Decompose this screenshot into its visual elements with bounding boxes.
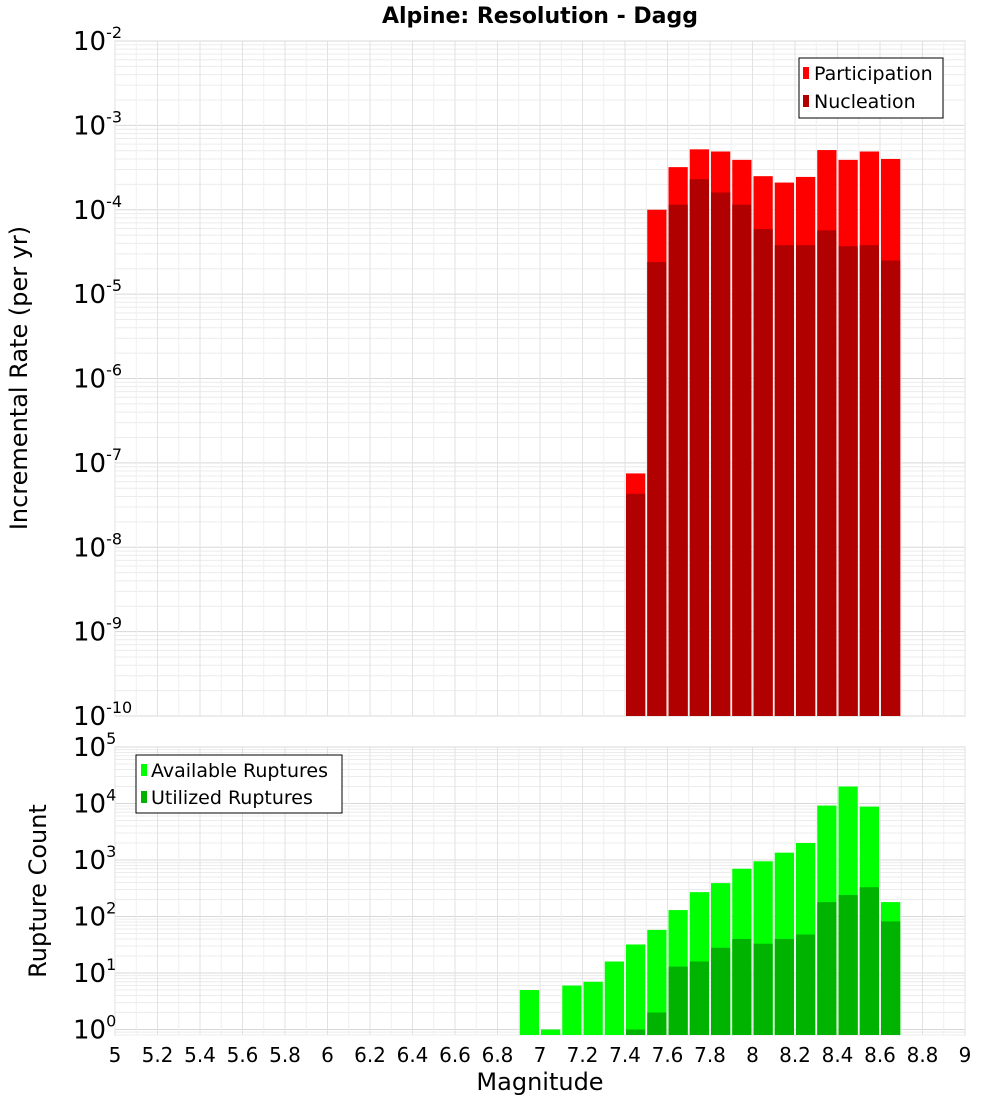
- x-tick-label: 7.8: [694, 1043, 726, 1067]
- x-tick-label: 7.4: [609, 1043, 641, 1067]
- top-legend-box: [798, 57, 944, 119]
- bottom-y-tick-labels: 105 104 103 102 101 100: [73, 729, 116, 1046]
- bottom-bars: [519, 786, 901, 1035]
- nucleation-bar: [647, 262, 667, 716]
- x-tick-label: 5.4: [184, 1043, 216, 1067]
- top-y-axis-label: Incremental Rate (per yr): [5, 226, 33, 530]
- x-tick-label: 7.6: [652, 1043, 684, 1067]
- available-ruptures-bar: [541, 1029, 561, 1035]
- x-tick-label: 9: [959, 1043, 972, 1067]
- available-ruptures-bar: [626, 944, 646, 1035]
- legend-swatch-utilized-ruptures: [141, 791, 147, 803]
- x-tick-label: 6.4: [397, 1043, 429, 1067]
- x-tick-label: 6: [321, 1043, 334, 1067]
- y-tick-label: 105: [73, 729, 116, 763]
- nucleation-bar: [753, 229, 773, 717]
- utilized-ruptures-bar: [859, 887, 879, 1035]
- utilized-ruptures-bar: [881, 921, 901, 1035]
- utilized-ruptures-bar: [711, 947, 731, 1035]
- utilized-ruptures-bar: [647, 1012, 667, 1035]
- legend-label-participation: Participation: [814, 63, 933, 85]
- x-tick-label: 8.2: [779, 1043, 811, 1067]
- x-tick-label: 8.8: [907, 1043, 939, 1067]
- nucleation-bar: [817, 230, 837, 716]
- y-tick-label: 102: [73, 899, 116, 933]
- nucleation-bar: [859, 245, 879, 717]
- top-bars: [626, 149, 901, 717]
- bottom-grid: [114, 746, 966, 1036]
- nucleation-bar: [796, 245, 816, 717]
- nucleation-bar: [711, 192, 731, 717]
- available-ruptures-bar: [562, 985, 582, 1035]
- x-tick-label: 5: [109, 1043, 122, 1067]
- x-tick-label: 7: [534, 1043, 547, 1067]
- nucleation-bar: [774, 245, 794, 717]
- utilized-ruptures-bar: [732, 939, 752, 1035]
- x-tick-label: 6.6: [439, 1043, 471, 1067]
- legend-label-utilized-ruptures: Utilized Ruptures: [151, 787, 313, 809]
- x-tick-labels: 5 5.2 5.4 5.6 5.8 6 6.2 6.4 6.6 6.8 7 7.2 7.4 7.6 7.8 8…: [109, 1043, 972, 1067]
- x-tick-label: 5.8: [269, 1043, 301, 1067]
- y-tick-label: 10-10: [73, 698, 132, 732]
- x-tick-label: 5.2: [142, 1043, 174, 1067]
- x-tick-label: 6.2: [354, 1043, 386, 1067]
- x-axis-label: Magnitude: [476, 1068, 603, 1096]
- nucleation-bar: [626, 493, 646, 716]
- bottom-legend: Available Ruptures Utilized Ruptures: [135, 754, 343, 814]
- x-tick-label: 8.4: [822, 1043, 854, 1067]
- top-grid: [114, 40, 966, 717]
- x-tick-label: 7.2: [567, 1043, 599, 1067]
- utilized-ruptures-bar: [689, 961, 709, 1035]
- utilized-ruptures-bar: [796, 934, 816, 1035]
- available-ruptures-bar: [647, 929, 667, 1035]
- bottom-legend-box: [135, 754, 343, 814]
- x-tick-label: 8: [746, 1043, 759, 1067]
- legend-label-nucleation: Nucleation: [814, 91, 916, 113]
- utilized-ruptures-bar: [753, 943, 773, 1035]
- nucleation-bar: [668, 204, 688, 717]
- utilized-ruptures-bar: [838, 895, 858, 1035]
- nucleation-bar: [838, 246, 858, 716]
- chart-title: Alpine: Resolution - Dagg: [382, 4, 698, 29]
- legend-swatch-nucleation: [803, 95, 809, 107]
- y-tick-label: 103: [73, 842, 116, 876]
- bottom-panel: 105 104 103 102 101 100 5 5.2 5.4 5.6 5.8 6 6.2 6.4 6…: [24, 729, 971, 1096]
- available-ruptures-bar: [519, 990, 539, 1035]
- legend-swatch-available-ruptures: [141, 764, 147, 776]
- y-tick-label: 104: [73, 786, 116, 820]
- y-tick-label: 101: [73, 955, 116, 989]
- legend-label-available-ruptures: Available Ruptures: [151, 760, 328, 782]
- x-tick-label: 6.8: [482, 1043, 514, 1067]
- utilized-ruptures-bar: [668, 966, 688, 1035]
- nucleation-bar: [689, 179, 709, 716]
- nucleation-bar: [881, 260, 901, 716]
- y-tick-label: 100: [73, 1012, 116, 1046]
- top-panel: 10-210-310-410-510-610-710-810-910-10 In…: [5, 23, 966, 732]
- nucleation-bar: [732, 204, 752, 717]
- available-ruptures-bar: [583, 981, 603, 1035]
- utilized-ruptures-bar: [774, 939, 794, 1035]
- utilized-ruptures-bar: [626, 1029, 646, 1035]
- x-tick-label: 8.6: [864, 1043, 896, 1067]
- x-tick-label: 5.6: [227, 1043, 259, 1067]
- utilized-ruptures-bar: [817, 902, 837, 1035]
- bottom-y-axis-label: Rupture Count: [24, 804, 52, 978]
- legend-swatch-participation: [803, 67, 809, 79]
- top-legend: Participation Nucleation: [798, 57, 944, 119]
- available-ruptures-bar: [604, 961, 624, 1035]
